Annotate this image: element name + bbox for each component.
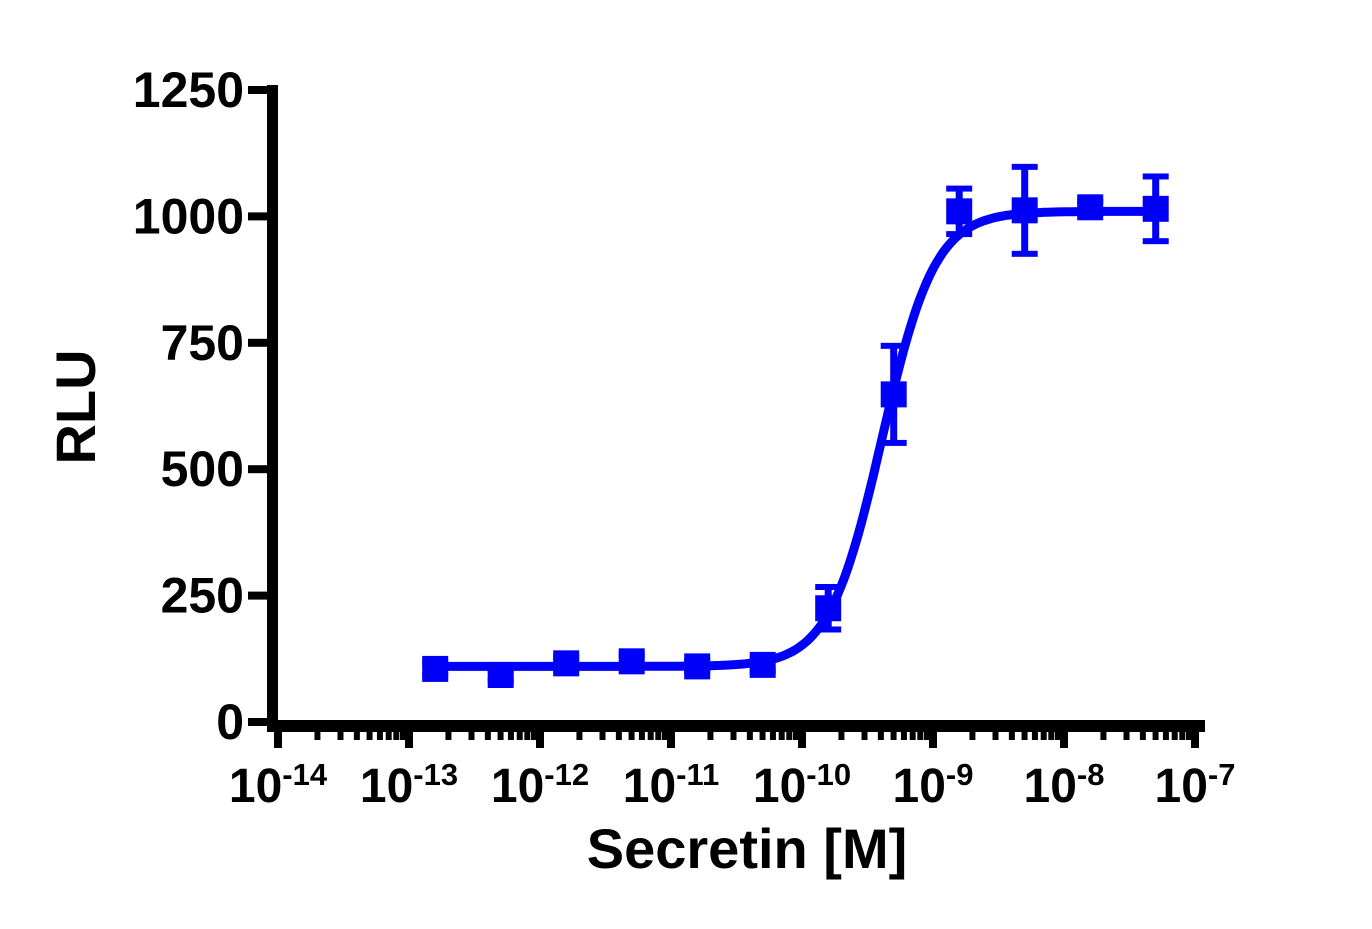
error-bar-cap-bottom [946, 231, 973, 238]
y-tick [248, 338, 267, 347]
x-tick-label: 10-12 [491, 757, 589, 813]
error-bar-cap-top [815, 584, 842, 591]
data-markers-layer [422, 194, 1169, 688]
y-tick-label: 1250 [133, 62, 244, 118]
error-bars-layer [422, 163, 1169, 684]
fit-curve-layer [430, 206, 1161, 671]
x-major-tick [536, 720, 544, 748]
x-major-tick [798, 720, 806, 748]
y-tick [248, 212, 267, 221]
error-bar-cap-top [1011, 163, 1038, 170]
error-bar-cap-bottom [1011, 250, 1038, 257]
x-axis-title: Secretin [M] [587, 817, 908, 880]
x-major-tick [667, 720, 675, 748]
x-tick-label: 10-9 [893, 757, 974, 813]
x-major-tick [1060, 720, 1068, 748]
data-point-marker [1077, 194, 1104, 221]
x-tick-label: 10-11 [623, 757, 720, 813]
data-point-marker [553, 650, 580, 677]
data-point-marker [487, 661, 514, 688]
data-point-marker [880, 381, 907, 408]
data-point-marker [684, 653, 711, 680]
data-point-marker [1011, 197, 1038, 224]
fit-curve [430, 206, 1161, 671]
error-bar-cap-bottom [1142, 238, 1169, 245]
x-major-tick [1191, 720, 1199, 748]
data-point-marker [946, 198, 973, 225]
y-tick [248, 465, 267, 474]
data-point-marker [422, 655, 449, 682]
y-tick [248, 86, 267, 94]
y-tick [248, 591, 267, 600]
x-tick-label: 10-7 [1155, 757, 1236, 813]
data-point-marker [749, 651, 776, 678]
error-bar-cap-bottom [815, 626, 842, 633]
y-tick-label: 0 [216, 694, 244, 750]
x-major-tick [929, 720, 937, 748]
x-major-ticks [274, 720, 1199, 748]
data-point-marker [815, 595, 842, 622]
error-bar-cap-top [946, 185, 973, 192]
x-major-tick [405, 720, 413, 748]
x-tick-label: 10-8 [1024, 757, 1105, 813]
y-tick-labels: 0 250 500 750 1000 1250 [133, 62, 244, 750]
y-major-ticks [248, 86, 267, 726]
x-tick-labels: 10-14 10-13 10-12 10-11 10-10 10-9 10-8 10-7 [229, 757, 1236, 813]
y-tick-label: 500 [161, 441, 244, 497]
y-tick-label: 1000 [133, 188, 244, 244]
error-bar-cap-bottom [880, 439, 907, 446]
x-major-tick [274, 720, 282, 748]
y-tick-label: 250 [161, 568, 244, 624]
error-bar-cap-top [880, 342, 907, 349]
error-bar-cap-top [1142, 173, 1169, 180]
data-point-marker [1142, 195, 1169, 222]
y-tick-label: 750 [161, 315, 244, 371]
x-tick-label: 10-13 [360, 757, 458, 813]
x-axis-line [267, 720, 1205, 732]
y-tick [248, 718, 267, 726]
x-tick-label: 10-10 [753, 757, 851, 813]
y-axis-title: RLU [44, 349, 107, 464]
data-point-marker [618, 648, 645, 675]
y-axis-line [267, 85, 278, 732]
x-tick-label: 10-14 [229, 757, 328, 813]
